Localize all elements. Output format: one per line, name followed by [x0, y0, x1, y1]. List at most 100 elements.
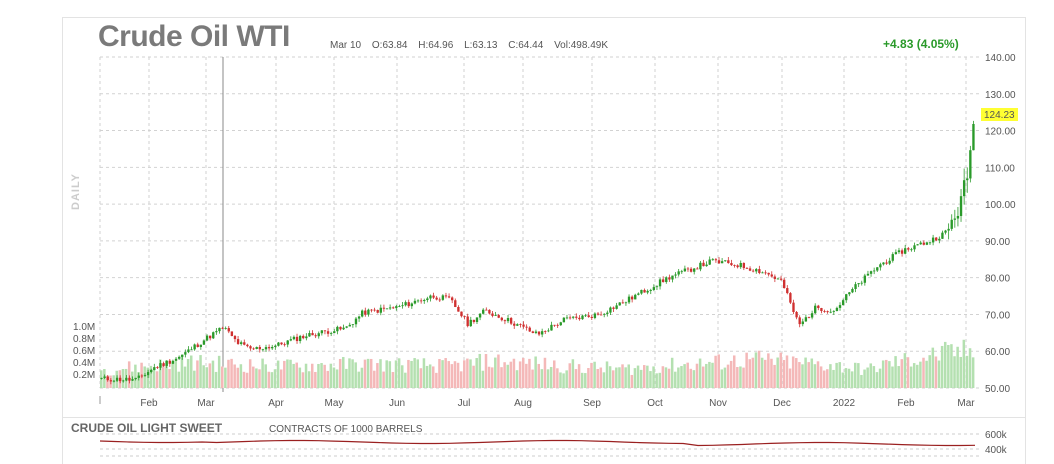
candle-body	[969, 150, 972, 179]
volume-bar	[658, 372, 662, 388]
volume-bar	[342, 357, 345, 388]
candle-body	[168, 360, 171, 364]
y-tick-label: 100.00	[985, 200, 1016, 211]
candle-body	[531, 331, 535, 333]
x-tick-label: Mar	[197, 398, 215, 409]
candle-body	[559, 322, 562, 326]
candle-body	[705, 264, 708, 267]
candle-body	[910, 249, 913, 251]
volume-bar	[469, 359, 472, 388]
candle-body	[941, 232, 944, 239]
candle-body	[528, 327, 531, 332]
x-tick-label: 2022	[833, 398, 856, 409]
volume-bar	[857, 363, 860, 388]
candle-body	[947, 228, 950, 231]
candle-body	[153, 367, 156, 370]
volume-bar	[931, 347, 935, 388]
volume-bar	[593, 361, 596, 388]
candle-body	[388, 307, 392, 309]
volume-bar	[155, 371, 159, 388]
volume-bar	[925, 360, 928, 388]
candle-body	[162, 363, 165, 366]
volume-bar	[791, 356, 795, 388]
candle-body	[370, 309, 373, 311]
candle-body	[469, 319, 472, 327]
candle-body	[109, 380, 113, 382]
candle-body	[627, 296, 631, 303]
candle-body	[447, 296, 451, 298]
volume-bar	[906, 357, 910, 388]
candle-body	[202, 340, 206, 345]
volume-bar	[292, 363, 295, 388]
candle-body	[463, 316, 466, 317]
volume-bar	[407, 359, 410, 388]
candle-body	[240, 342, 243, 344]
volume-bar	[301, 372, 305, 388]
candle-body	[392, 307, 395, 309]
ohlc-high: H:64.96	[418, 40, 454, 51]
candle-body	[869, 271, 873, 274]
volume-bar	[646, 365, 649, 388]
volume-bar	[394, 360, 398, 388]
volume-bar	[574, 369, 578, 388]
last-price-highlight	[981, 107, 1018, 121]
candle-body	[267, 347, 271, 349]
candle-body	[702, 262, 705, 267]
candle-body	[224, 328, 227, 329]
candle-body	[286, 340, 289, 345]
volume-bar	[798, 362, 801, 388]
volume-bar	[863, 369, 866, 388]
y-tick-label: 70.00	[985, 310, 1010, 321]
volume-bar	[258, 369, 261, 388]
candle-body	[724, 260, 727, 262]
volume-bar	[304, 363, 308, 388]
candle-body	[246, 344, 249, 347]
candle-body	[972, 123, 975, 151]
candle-body	[156, 367, 159, 368]
volume-tick-label: 0.8M	[73, 334, 95, 345]
volume-bar	[664, 367, 668, 388]
volume-bar	[422, 358, 426, 388]
volume-bar	[633, 368, 637, 388]
volume-bar	[317, 363, 320, 388]
volume-bar	[348, 358, 351, 388]
candle-body	[314, 335, 317, 337]
candle-body	[944, 230, 947, 233]
candle-body	[693, 268, 696, 272]
volume-bar	[487, 366, 491, 388]
volume-bar	[785, 355, 789, 388]
volume-bar	[466, 358, 469, 388]
volume-bar	[149, 365, 153, 388]
y-tick-label: 90.00	[985, 237, 1010, 248]
chart-panel	[62, 17, 1026, 418]
volume-bar	[869, 363, 873, 388]
candle-body	[177, 356, 181, 359]
candle-body	[398, 306, 401, 307]
volume-bar	[323, 364, 326, 388]
volume-bar	[509, 361, 513, 388]
volume-bar	[186, 359, 190, 388]
volume-bar	[397, 358, 401, 388]
candle-body	[615, 305, 618, 309]
candle-body	[966, 178, 969, 181]
x-tick-label: Mar	[957, 398, 975, 409]
volume-bar	[968, 348, 972, 388]
volume-bar	[456, 362, 460, 388]
x-tick-label: May	[325, 398, 344, 409]
x-tick-label: Jun	[389, 398, 405, 409]
candle-body	[534, 331, 538, 333]
volume-bar	[320, 363, 323, 388]
candle-body	[199, 344, 203, 348]
volume-bar	[428, 364, 432, 388]
candle-body	[801, 321, 804, 325]
volume-bar	[611, 370, 615, 388]
volume-panel-title: CRUDE OIL LIGHT SWEET	[71, 421, 223, 435]
volume-bar	[559, 372, 562, 388]
candle-body	[845, 294, 848, 301]
volume-bar	[711, 362, 714, 388]
volume-bar	[503, 362, 506, 388]
volume-bar	[751, 357, 755, 388]
volume-bar	[686, 362, 689, 388]
volume-bar	[199, 355, 202, 388]
